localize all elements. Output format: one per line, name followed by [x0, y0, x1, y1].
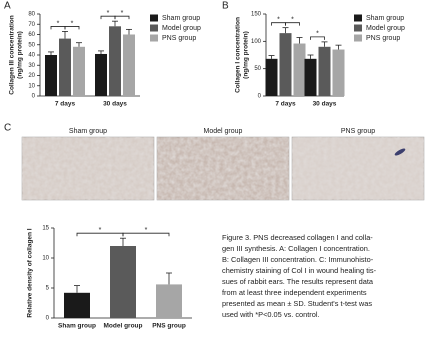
legend-swatch [150, 34, 158, 42]
bar [265, 58, 278, 96]
x-tick-label: PNS group [152, 323, 186, 330]
bar [156, 284, 182, 318]
legend-swatch [354, 34, 362, 42]
significance-mark: * [121, 10, 124, 17]
legend-label: Model group [366, 25, 405, 32]
significance-bracket [285, 22, 300, 26]
panel-label: C [4, 123, 11, 134]
y-axis-unit: (ng/mg protein) [243, 31, 250, 79]
significance-bracket [64, 26, 80, 30]
bar [279, 33, 292, 96]
y-tick-label: 10 [42, 256, 49, 262]
bar [59, 38, 71, 96]
y-tick-label: 50 [254, 66, 261, 72]
caption-line: gen III synthesis. A: Collagen I concent… [222, 244, 370, 253]
bar [73, 46, 85, 96]
caption-line: Figure 3. PNS decreased collagen I and c… [222, 233, 373, 242]
image-label: Model group [204, 128, 243, 135]
legend-swatch [150, 14, 158, 22]
caption-line: used with *P<0.05 vs. control. [222, 310, 320, 319]
x-tick-label: 30 days [313, 101, 337, 108]
bar [332, 49, 345, 96]
y-tick-label: 40 [28, 53, 35, 59]
y-axis-label: Relative density of collagen I [27, 228, 34, 317]
legend-swatch [354, 24, 362, 32]
micrograph-texture [292, 137, 424, 200]
y-axis-label: Collagen III concentration [9, 15, 16, 94]
caption-line: sues of rabbit ears. The results represe… [222, 277, 374, 286]
bar [123, 34, 135, 96]
y-tick-label: 0 [46, 316, 50, 322]
significance-mark: * [57, 20, 60, 27]
legend-label: PNS group [162, 35, 196, 42]
micrographs: Sham group Model group PNS group [21, 128, 425, 201]
significance-mark: * [107, 10, 110, 17]
image-label: Sham group [69, 128, 107, 135]
caption-line: B: Collagen III concentration. C: Immuno… [222, 255, 374, 264]
bar [110, 246, 136, 318]
caption-line: presented as mean ± SD. Student's t-test… [222, 299, 372, 308]
legend-label: PNS group [366, 35, 400, 42]
y-tick-label: 30 [28, 63, 35, 69]
significance-mark: * [277, 17, 280, 24]
micrograph-texture [157, 137, 289, 200]
significance-bracket [114, 15, 130, 20]
panel-label: B [222, 1, 229, 12]
x-tick-label: Model group [104, 323, 143, 330]
micrograph-texture [22, 137, 154, 200]
caption-line: chemistry staining of Col I in wound hea… [222, 266, 377, 275]
legend-label: Sham group [162, 15, 200, 22]
significance-bracket [310, 36, 325, 40]
significance-bracket [122, 232, 170, 237]
y-tick-label: 60 [28, 32, 35, 38]
x-tick-label: 7 days [275, 101, 296, 108]
y-axis-label: Collagen I concentration [235, 17, 242, 93]
legend-swatch [150, 24, 158, 32]
significance-mark: * [316, 31, 319, 38]
y-tick-label: 150 [251, 12, 262, 18]
image-label: PNS group [341, 128, 375, 135]
bar [293, 43, 306, 96]
panel-label: A [4, 1, 11, 12]
legend-label: Sham group [366, 15, 404, 22]
y-axis-unit: (ng/mg protein) [17, 31, 24, 79]
y-tick-label: 70 [28, 22, 35, 28]
significance-mark: * [145, 227, 148, 234]
stain-spot [394, 148, 406, 156]
y-tick-label: 100 [251, 39, 262, 45]
y-tick-label: 0 [32, 94, 36, 100]
bar [64, 292, 90, 318]
significance-mark: * [291, 17, 294, 24]
caption-line: from at least three independent experime… [222, 288, 367, 297]
bar [109, 26, 121, 96]
significance-mark: * [99, 227, 102, 234]
bar [95, 53, 107, 96]
y-tick-label: 10 [28, 83, 35, 89]
bar [318, 46, 331, 96]
x-tick-label: 30 days [103, 101, 127, 108]
x-tick-label: Sham group [58, 323, 96, 330]
significance-mark: * [71, 20, 74, 27]
bar [304, 58, 317, 96]
legend-label: Model group [162, 25, 201, 32]
y-tick-label: 20 [28, 73, 35, 79]
x-tick-label: 7 days [55, 101, 76, 108]
y-tick-label: 0 [258, 94, 262, 100]
y-tick-label: 50 [28, 42, 35, 48]
legend-swatch [354, 14, 362, 22]
y-tick-label: 5 [46, 286, 50, 292]
y-tick-label: 15 [42, 226, 49, 232]
bar [45, 55, 57, 96]
y-tick-label: 80 [28, 12, 35, 18]
